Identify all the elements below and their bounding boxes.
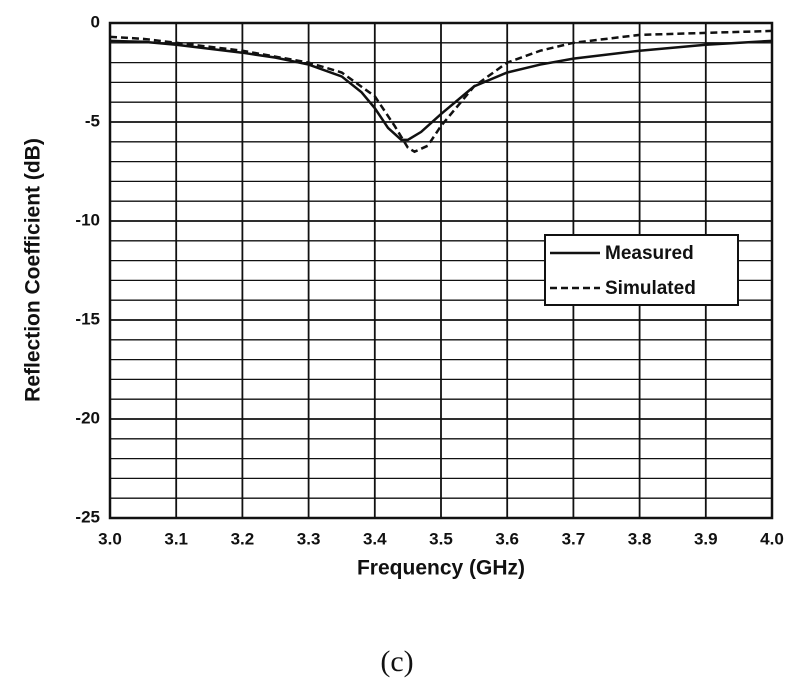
- x-tick-label: 3.9: [694, 529, 718, 548]
- x-tick-label: 3.0: [98, 529, 122, 548]
- y-tick-label: -10: [75, 210, 100, 229]
- caption: (c): [380, 645, 413, 678]
- x-tick-label: 3.8: [628, 529, 652, 548]
- x-tick-label: 3.3: [297, 529, 321, 548]
- x-tick-label: 4.0: [760, 529, 784, 548]
- legend-label: Simulated: [605, 278, 696, 299]
- y-tick-label: 0: [91, 12, 100, 31]
- y-tick-label: -5: [85, 111, 100, 130]
- x-axis-label: Frequency (GHz): [357, 557, 525, 580]
- y-tick-label: -15: [75, 309, 100, 328]
- x-tick-label: 3.4: [363, 529, 387, 548]
- x-tick-label: 3.6: [495, 529, 519, 548]
- y-tick-label: -25: [75, 507, 100, 526]
- legend-label: Measured: [605, 243, 694, 264]
- x-tick-label: 3.1: [164, 529, 188, 548]
- x-tick-label: 3.5: [429, 529, 453, 548]
- plot-frame: [108, 21, 774, 520]
- series-line: [109, 29, 773, 154]
- y-axis-label: Reflection Coefficient (dB): [22, 138, 45, 402]
- x-tick-label: 3.2: [231, 529, 255, 548]
- y-tick-label: -20: [75, 408, 100, 427]
- series-line: [109, 39, 773, 142]
- legend-box: [544, 234, 739, 306]
- x-tick-label: 3.7: [562, 529, 586, 548]
